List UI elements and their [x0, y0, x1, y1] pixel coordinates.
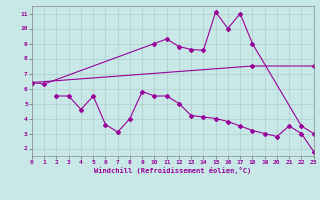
X-axis label: Windchill (Refroidissement éolien,°C): Windchill (Refroidissement éolien,°C)	[94, 167, 252, 174]
